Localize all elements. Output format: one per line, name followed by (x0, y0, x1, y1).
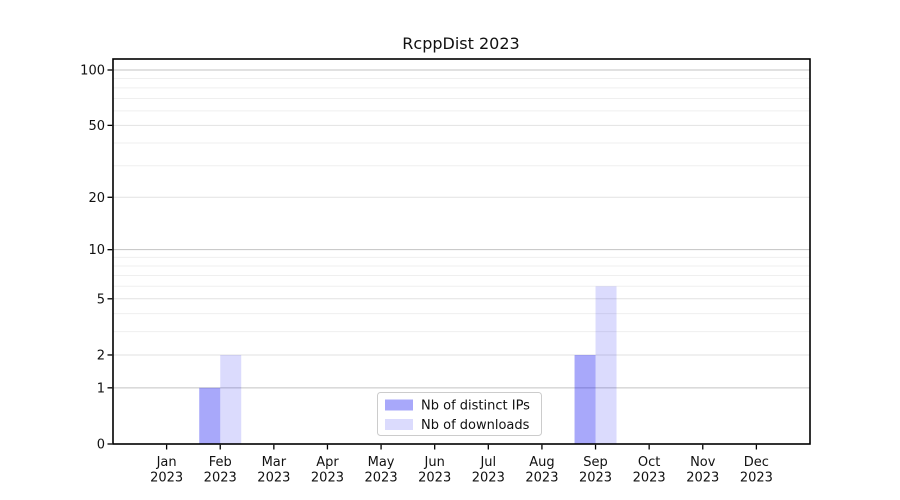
legend-box (377, 392, 542, 436)
x-tick-label-month: Nov (690, 455, 716, 470)
plot-border (112, 58, 811, 445)
legend-label-distinct-ips: Nb of distinct IPs (421, 399, 530, 414)
y-tick-label: 100 (80, 64, 105, 79)
x-tick-label-year: 2023 (686, 471, 719, 486)
x-tick-label-year: 2023 (579, 471, 612, 486)
x-tick-label-month: Sep (583, 455, 608, 470)
x-tick-label-year: 2023 (633, 471, 666, 486)
legend: Nb of distinct IPs Nb of downloads (377, 392, 542, 436)
bar-distinct-ips (574, 354, 596, 444)
x-tick-label-month: Jun (424, 455, 445, 470)
y-tick-label: 50 (88, 119, 105, 134)
y-tick-label: 2 (97, 348, 105, 363)
x-tick-label-year: 2023 (365, 471, 398, 486)
legend-swatch-distinct-ips (385, 399, 413, 411)
bar-downloads (220, 354, 242, 444)
y-tick-label: 0 (97, 438, 105, 453)
x-tick-label-month: Mar (262, 455, 287, 470)
x-tick-label-month: Dec (744, 455, 769, 470)
legend-swatch-downloads (385, 419, 413, 430)
x-tick-label-year: 2023 (525, 471, 558, 486)
y-tick-label: 5 (97, 292, 105, 307)
x-tick-label-year: 2023 (418, 471, 451, 486)
x-tick-label-month: Feb (209, 455, 232, 470)
x-tick-label-year: 2023 (472, 471, 505, 486)
x-tick-label-month: Aug (529, 455, 554, 470)
gridlines (113, 69, 810, 389)
x-tick-label-month: Jan (156, 455, 177, 470)
x-tick-label-month: Apr (316, 455, 339, 470)
x-tick-label-year: 2023 (150, 471, 183, 486)
bars (199, 286, 617, 444)
y-tick-label: 20 (88, 191, 105, 206)
x-tick-label-year: 2023 (204, 471, 237, 486)
bar-distinct-ips (199, 387, 221, 444)
x-tick-label-year: 2023 (311, 471, 344, 486)
y-tick-label: 10 (88, 243, 105, 258)
x-tick-label-year: 2023 (257, 471, 290, 486)
x-tick-label-month: Jul (479, 455, 496, 470)
axis-ticks-and-labels: 0125102050100Jan2023Feb2023Mar2023Apr202… (80, 64, 773, 486)
legend-label-downloads: Nb of downloads (421, 418, 530, 433)
x-tick-label-month: May (368, 455, 395, 470)
x-tick-label-year: 2023 (740, 471, 773, 486)
chart-title: RcppDist 2023 (402, 34, 519, 53)
x-tick-label-month: Oct (638, 455, 660, 470)
bar-downloads (595, 286, 617, 444)
y-tick-label: 1 (97, 381, 105, 396)
